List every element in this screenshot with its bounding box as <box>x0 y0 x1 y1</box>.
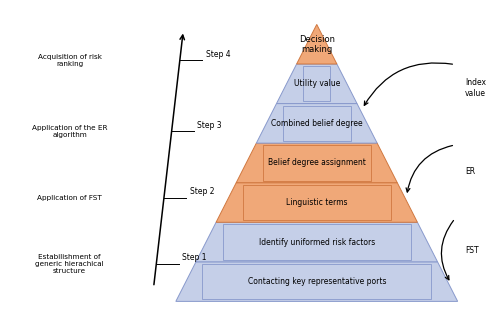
Bar <box>303 66 330 101</box>
Text: Utility value: Utility value <box>294 79 340 88</box>
Polygon shape <box>296 25 337 64</box>
Polygon shape <box>196 222 438 262</box>
Polygon shape <box>236 143 398 183</box>
Text: Application of FST: Application of FST <box>37 195 102 201</box>
Text: Linguistic terms: Linguistic terms <box>286 198 348 207</box>
Text: Step 1: Step 1 <box>182 254 206 262</box>
Text: Identify uniformed risk factors: Identify uniformed risk factors <box>258 238 375 247</box>
Text: Step 4: Step 4 <box>206 50 230 59</box>
Text: Belief degree assignment: Belief degree assignment <box>268 158 366 167</box>
Bar <box>222 224 411 260</box>
Text: Estabilishment of
generic hierachical
structure: Estabilishment of generic hierachical st… <box>35 254 104 274</box>
Bar <box>242 185 391 220</box>
Text: Step 3: Step 3 <box>198 121 222 129</box>
Text: Combined belief degree: Combined belief degree <box>271 119 362 128</box>
Bar <box>263 145 370 180</box>
Bar <box>202 264 431 299</box>
Polygon shape <box>276 64 357 104</box>
Bar <box>283 106 350 141</box>
Text: Decision
making: Decision making <box>299 35 335 54</box>
Text: Application of the ER
algorithm: Application of the ER algorithm <box>32 124 108 138</box>
Text: Acquisition of risk
ranking: Acquisition of risk ranking <box>38 54 102 67</box>
Text: Index
value: Index value <box>465 78 486 98</box>
Text: ER: ER <box>465 167 475 176</box>
Polygon shape <box>216 183 418 222</box>
Text: Step 2: Step 2 <box>190 187 214 196</box>
Text: FST: FST <box>465 246 478 255</box>
Polygon shape <box>176 262 458 301</box>
Polygon shape <box>256 104 377 143</box>
Text: Contacting key representative ports: Contacting key representative ports <box>248 277 386 286</box>
